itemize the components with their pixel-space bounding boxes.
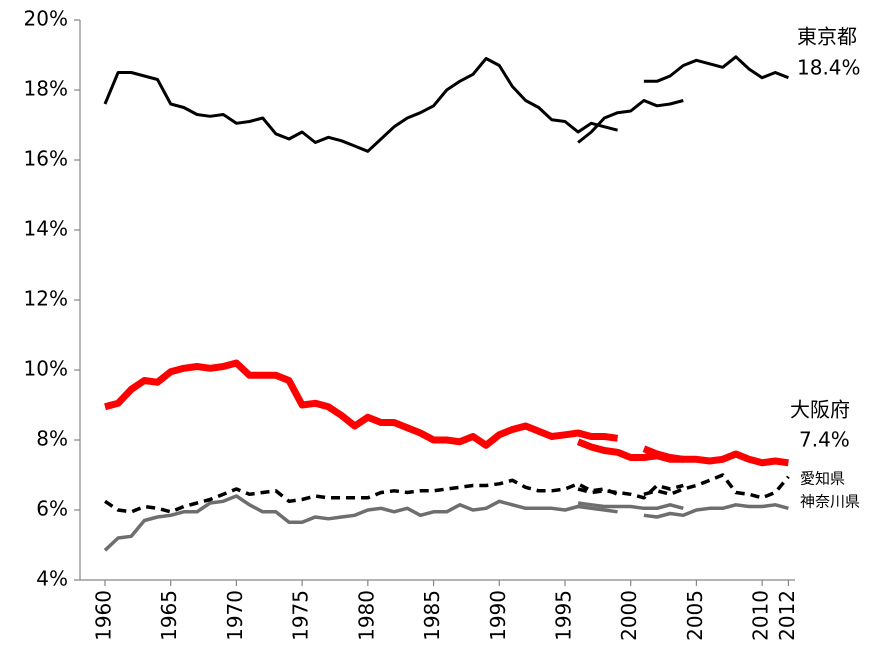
series-label: 神奈川県 bbox=[800, 493, 860, 511]
y-tick-label: 10% bbox=[24, 357, 68, 381]
x-tick-label: 1985 bbox=[420, 590, 444, 641]
series-line bbox=[643, 55, 789, 83]
x-tick-label: 1960 bbox=[91, 590, 115, 641]
series-line bbox=[103, 57, 618, 153]
x-tick-label: 2012 bbox=[775, 590, 799, 641]
series-label: 大阪府 bbox=[790, 398, 850, 422]
x-tick-label: 2000 bbox=[617, 590, 641, 641]
y-tick-label: 20% bbox=[24, 7, 68, 31]
series-line bbox=[104, 478, 619, 514]
series-line bbox=[642, 445, 789, 467]
y-tick-label: 12% bbox=[24, 287, 68, 311]
y-tick-label: 16% bbox=[24, 147, 68, 171]
annotation: 7.4% bbox=[799, 428, 850, 452]
series-line bbox=[577, 483, 684, 500]
series-line bbox=[104, 359, 619, 449]
x-tick-label: 1980 bbox=[354, 590, 378, 641]
y-tick-label: 14% bbox=[24, 217, 68, 241]
x-tick-label: 1965 bbox=[157, 590, 181, 641]
y-tick-label: 18% bbox=[24, 77, 68, 101]
x-tick-label: 1990 bbox=[486, 590, 510, 641]
series-line bbox=[103, 494, 618, 552]
annotation: 18.4% bbox=[797, 56, 861, 80]
x-tick-label: 2010 bbox=[749, 590, 773, 641]
series-line bbox=[577, 501, 684, 511]
x-tick-label: 1995 bbox=[551, 590, 575, 641]
x-tick-label: 2005 bbox=[683, 590, 707, 641]
series-line bbox=[577, 99, 684, 144]
series-label: 愛知県 bbox=[800, 470, 845, 488]
x-tick-label: 1975 bbox=[289, 590, 313, 641]
y-tick-label: 4% bbox=[36, 567, 68, 591]
y-tick-label: 8% bbox=[36, 427, 68, 451]
x-tick-label: 1970 bbox=[223, 590, 247, 641]
series-line bbox=[643, 503, 789, 519]
y-tick-label: 6% bbox=[36, 497, 68, 521]
series-line bbox=[643, 473, 790, 500]
series-label: 東京都 bbox=[797, 25, 857, 49]
